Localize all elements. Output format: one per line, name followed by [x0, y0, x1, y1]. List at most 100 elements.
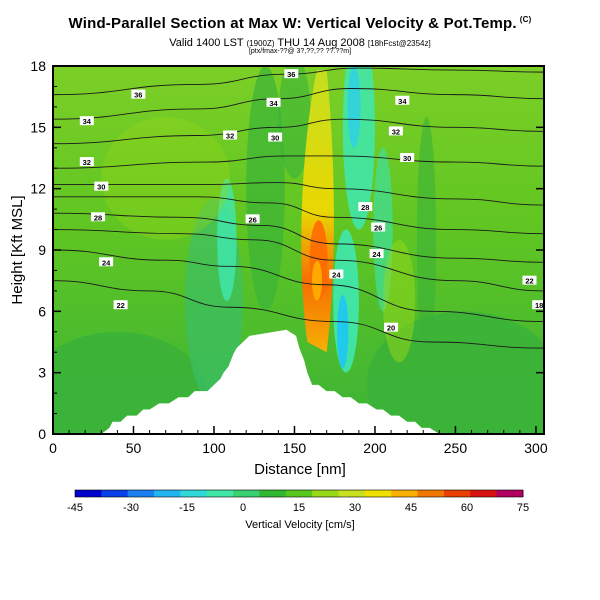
- contour-label-box: [400, 153, 415, 162]
- colorbar-swatch: [154, 490, 181, 497]
- x-tick-label: 100: [202, 440, 226, 456]
- contour-label-box: [369, 249, 384, 259]
- contour-line: [53, 118, 544, 145]
- contour-label-box: [284, 69, 299, 79]
- contour-label: 34: [398, 97, 407, 106]
- colorbar-tick-label: -15: [179, 502, 195, 514]
- colorbar-swatch: [496, 490, 524, 497]
- colorbar-tick-label: -30: [123, 502, 139, 514]
- x-axis-label: Distance [nm]: [254, 461, 346, 478]
- colorbar-swatch: [391, 490, 419, 497]
- contour-label-box: [94, 181, 109, 191]
- colorbar-swatch: [285, 490, 313, 497]
- contour-line: [53, 212, 544, 263]
- contour-label: 32: [226, 132, 234, 141]
- contour-label: 28: [94, 213, 102, 222]
- contour-line: [53, 196, 544, 235]
- colorbar-swatch: [417, 490, 445, 497]
- contour-label-box: [266, 97, 281, 107]
- x-tick-label: 50: [126, 440, 142, 456]
- chart-subline: [ptx/fmax-??@ 3?,??,?? ??.??m]: [248, 48, 352, 55]
- contour-label: 28: [361, 203, 369, 212]
- colorbar-swatch: [127, 490, 155, 497]
- contour-label: 36: [134, 91, 142, 100]
- contour-label-box: [113, 300, 128, 310]
- colorbar-swatch: [312, 490, 340, 497]
- velocity-patch: [383, 239, 416, 363]
- terrain-mask: [53, 329, 544, 434]
- colorbar-label: Vertical Velocity [cm/s]: [245, 519, 354, 531]
- contour-line: [53, 88, 544, 120]
- valid-date: THU 14 Aug 2008: [277, 37, 365, 49]
- y-tick-label: 3: [38, 365, 46, 381]
- chart-title-text: Wind-Parallel Section at Max W: Vertical…: [68, 15, 517, 32]
- contour-label: 32: [392, 127, 400, 136]
- colorbar-swatch: [180, 490, 208, 497]
- contour-line: [53, 249, 544, 323]
- contour-label: 34: [269, 99, 278, 108]
- colorbar-swatch: [470, 490, 498, 497]
- contour-label: 26: [248, 215, 256, 224]
- contour-label-box: [329, 269, 344, 279]
- contour-line: [53, 229, 544, 292]
- colorbar-tick-label: 60: [461, 502, 473, 514]
- chart-subtitle: Valid 1400 LST (1900Z) THU 14 Aug 2008 […: [0, 37, 600, 49]
- colorbar-swatch: [101, 490, 129, 497]
- colorbar-swatch: [259, 490, 287, 497]
- y-tick-label: 9: [38, 242, 46, 258]
- contour-label: 24: [332, 271, 341, 280]
- contour-label: 30: [97, 183, 105, 192]
- contour-label-box: [268, 132, 283, 142]
- colorbar-swatch: [443, 490, 471, 497]
- colorbar: -45 -30 -15 0 15 30 45 60 75: [67, 489, 529, 514]
- colorbar-tick-label: 0: [240, 502, 246, 514]
- colorbar-swatch: [233, 490, 260, 497]
- contour-label-box: [358, 202, 373, 212]
- colorbar-tick-label: -45: [67, 502, 83, 514]
- contour-label: 30: [271, 134, 279, 143]
- x-tick-label: 200: [363, 440, 387, 456]
- colorbar-swatch: [338, 490, 366, 497]
- chart-title: Wind-Parallel Section at Max W: Vertical…: [0, 15, 600, 32]
- y-tick-label: 12: [30, 181, 46, 197]
- colorbar-tick-label: 15: [293, 502, 305, 514]
- velocity-patch: [337, 294, 349, 369]
- contour-label-box: [99, 257, 114, 267]
- contour-label-box: [388, 126, 403, 136]
- velocity-patch: [416, 117, 437, 363]
- valid-time-prefix: Valid 1400 LST: [169, 37, 244, 49]
- x-tick-label: 0: [49, 440, 57, 456]
- contour-label-box: [532, 300, 544, 310]
- colorbar-swatch: [75, 490, 102, 497]
- contour-label: 18: [535, 301, 543, 310]
- x-tick-label: 150: [283, 440, 307, 456]
- contour-label: 22: [525, 277, 533, 286]
- contour-label-box: [522, 275, 537, 285]
- y-axis-label: Height [Kft MSL]: [9, 195, 26, 304]
- contour-label: 26: [374, 224, 382, 233]
- contour-label: 20: [387, 324, 395, 333]
- contour-label: 22: [116, 301, 124, 310]
- contour-line: [53, 280, 544, 349]
- contour-line: [53, 67, 544, 96]
- x-tick-label: 250: [444, 440, 468, 456]
- colorbar-tick-label: 30: [349, 502, 361, 514]
- forecast-info: [18hFcst@2354z]: [367, 39, 431, 48]
- velocity-patch: [278, 66, 311, 179]
- contour-label-box: [223, 130, 238, 140]
- contour-label: 34: [83, 117, 92, 126]
- colorbar-swatch: [206, 490, 234, 497]
- y-tick-label: 0: [38, 426, 46, 442]
- contour-label-box: [395, 95, 410, 105]
- velocity-field: [53, 66, 544, 434]
- y-tick-label: 6: [38, 303, 46, 319]
- velocity-patch: [347, 66, 361, 148]
- x-tick-label: 300: [524, 440, 548, 456]
- contour-label: 24: [102, 258, 111, 267]
- colorbar-tick-label: 45: [405, 502, 417, 514]
- contour-label-box: [245, 214, 260, 224]
- contour-label-box: [371, 222, 386, 232]
- velocity-patch: [217, 178, 237, 302]
- colorbar-tick-label: 75: [517, 502, 529, 514]
- contour-label-box: [131, 89, 146, 99]
